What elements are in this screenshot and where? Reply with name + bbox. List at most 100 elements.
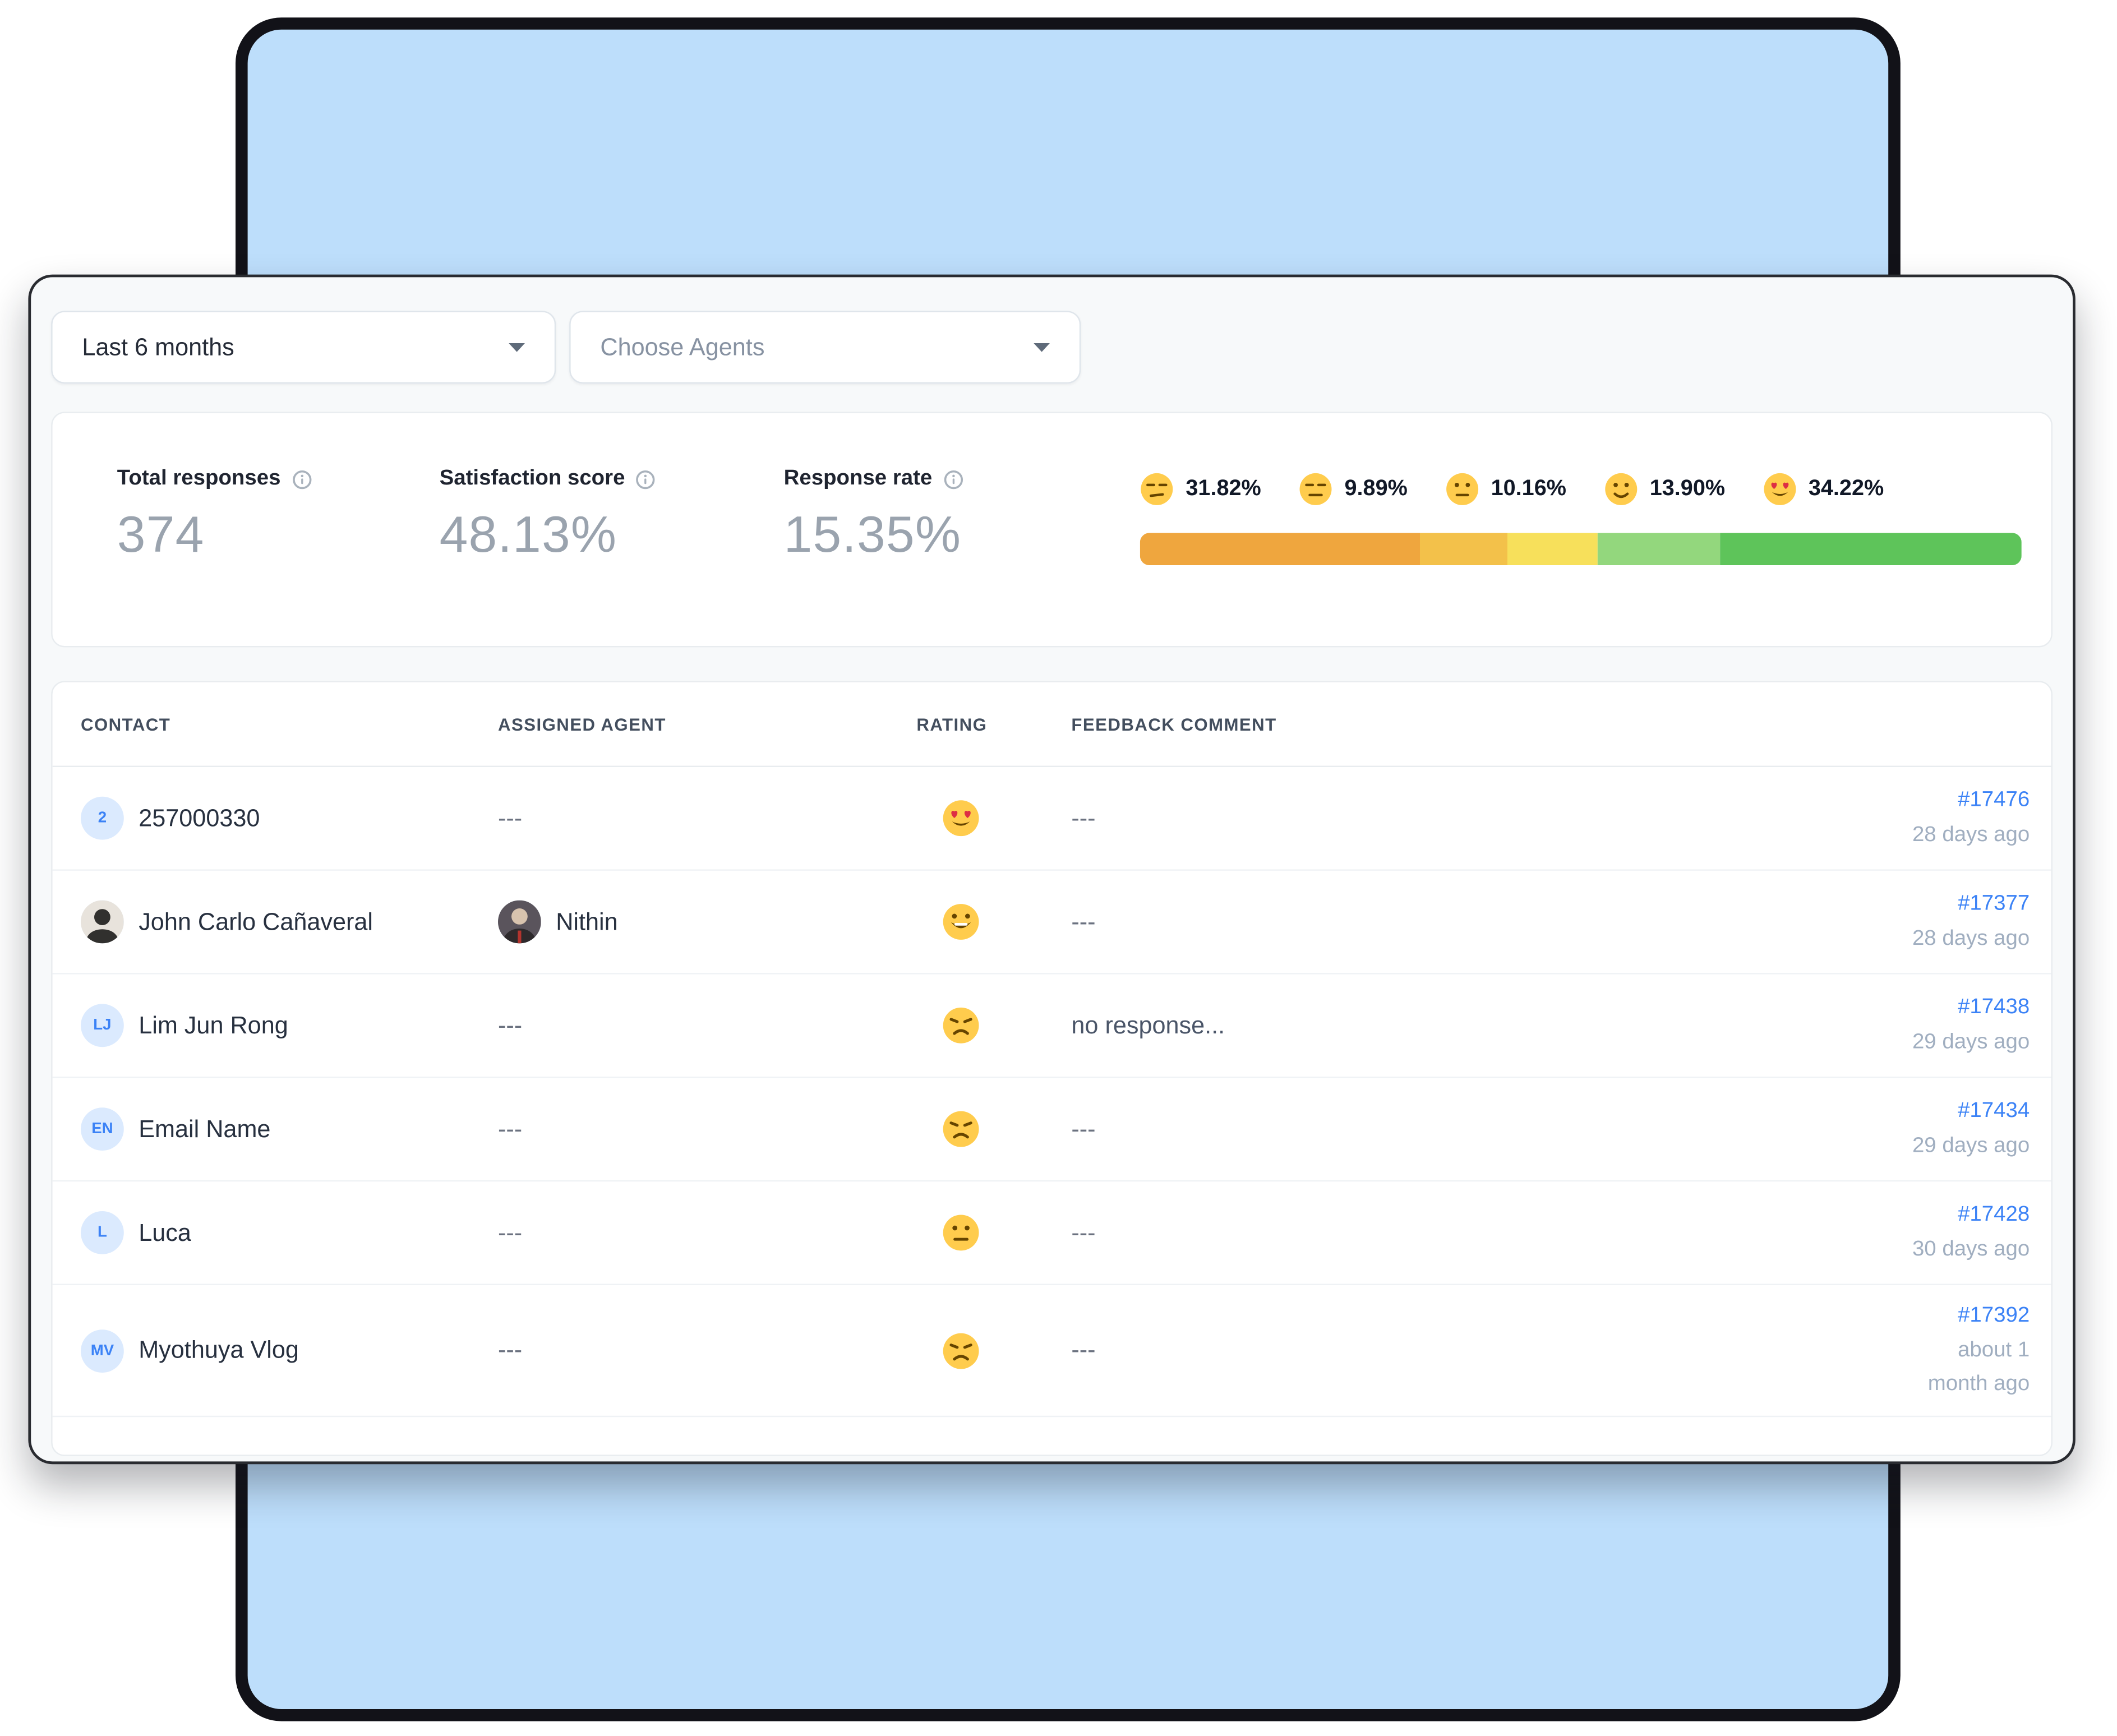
heart-eyes-emoji [942,800,980,837]
responses-table: CONTACT ASSIGNED AGENT RATING FEEDBACK C… [51,681,2053,1456]
assigned-agent: --- [498,1115,523,1142]
ticket-link[interactable]: #17428 [1958,1203,2030,1227]
header-feedback-comment: FEEDBACK COMMENT [1071,714,1277,735]
header-contact: CONTACT [81,714,171,735]
rating-bar-segment [1719,533,2022,566]
response-rate-label: Response rate [783,467,933,490]
info-icon[interactable] [292,469,312,489]
total-responses-value: 374 [117,507,205,564]
table-header-row: CONTACT ASSIGNED AGENT RATING FEEDBACK C… [52,682,2051,767]
rating-percent: 31.82% [1186,476,1261,501]
contact-avatar: MV [81,1329,124,1372]
table-row[interactable]: EN Email Name --- --- #17434 29 days ago [52,1078,2051,1182]
contact-avatar: EN [81,1107,124,1151]
contact-avatar: L [81,1211,124,1254]
csat-dashboard-panel: Last 6 months Choose Agents Total respon… [28,274,2076,1465]
table-row[interactable]: MV Myothuya Vlog --- --- #17392 about 1 … [52,1285,2051,1418]
neutral-emoji [942,1214,980,1252]
rating-percent: 10.16% [1491,476,1566,501]
feedback-comment: --- [1071,804,1096,831]
slight-smile-emoji [1604,472,1638,506]
header-assigned-agent: ASSIGNED AGENT [498,714,666,735]
chevron-down-icon [509,342,525,352]
satisfaction-score-label: Satisfaction score [439,467,625,490]
agent-photo-avatar [498,900,541,944]
satisfaction-score-value: 48.13% [439,507,617,564]
response-date: 28 days ago [1912,927,2030,950]
rating-distribution: 31.82% 9.89% 10.16% 13.90% [1140,467,2022,566]
legend-item: 13.90% [1604,472,1725,506]
stat-response-rate: Response rate 15.35% [784,467,963,565]
response-date: 29 days ago [1912,1134,2030,1157]
response-date: 28 days ago [1912,823,2030,847]
choose-agents-dropdown[interactable]: Choose Agents [569,311,1081,384]
feedback-comment: --- [1071,907,1096,935]
grin-emoji [942,903,980,940]
response-date: about 1 month ago [1927,1338,2030,1396]
assigned-agent: --- [498,1218,523,1246]
contact-avatar: LJ [81,1004,124,1047]
table-row[interactable]: 2 257000330 --- --- #17476 28 days ago [52,767,2051,871]
contact-name: 257000330 [139,804,260,831]
header-rating: RATING [916,714,988,735]
expressionless-emoji [1299,472,1332,506]
ticket-link[interactable]: #17438 [1958,996,2030,1019]
date-range-value: Last 6 months [82,333,234,360]
date-range-dropdown[interactable]: Last 6 months [51,311,556,384]
choose-agents-placeholder: Choose Agents [600,333,765,360]
contact-name: John Carlo Cañaveral [139,907,373,935]
rating-percent: 9.89% [1344,476,1408,501]
assigned-agent: --- [498,804,523,831]
rating-bar-segment [1140,533,1421,566]
rating-percent: 13.90% [1649,476,1726,501]
legend-item: 10.16% [1445,472,1566,506]
response-rate-value: 15.35% [783,507,962,564]
filters-row: Last 6 months Choose Agents [51,311,2053,384]
rating-distribution-bar [1140,533,2022,566]
contact-name: Luca [139,1218,191,1246]
ticket-link[interactable]: #17476 [1958,789,2030,812]
rating-percent: 34.22% [1808,476,1884,501]
rating-legend: 31.82% 9.89% 10.16% 13.90% [1140,472,2022,506]
response-date: 29 days ago [1912,1031,2030,1054]
feedback-comment: --- [1071,1115,1096,1142]
rating-bar-segment [1420,533,1508,566]
sad-emoji [942,1332,980,1369]
contact-name: Lim Jun Rong [139,1011,288,1038]
rating-bar-segment [1597,533,1720,566]
stat-satisfaction-score: Satisfaction score 48.13% [440,467,656,565]
neutral-emoji [1445,472,1479,506]
ticket-link[interactable]: #17434 [1958,1100,2030,1123]
legend-item: 9.89% [1299,472,1408,506]
contact-avatar: 2 [81,796,124,840]
unamused-emoji [1140,472,1174,506]
info-icon[interactable] [943,469,963,489]
table-row[interactable]: L Luca --- --- #17428 30 days ago [52,1181,2051,1285]
stat-total-responses: Total responses 374 [117,467,312,565]
contact-photo-avatar [81,900,124,944]
table-footer-spacer [53,1417,2051,1455]
assigned-agent: Nithin [556,907,618,935]
feedback-comment: no response... [1071,1011,1225,1038]
info-icon[interactable] [636,469,656,489]
legend-item: 31.82% [1140,472,1261,506]
legend-item: 34.22% [1763,472,1884,506]
table-row[interactable]: LJ Lim Jun Rong --- no response... #1743… [52,975,2051,1078]
heart-eyes-emoji [1763,472,1796,506]
ticket-link[interactable]: #17377 [1958,893,2030,916]
assigned-agent: --- [498,1011,523,1038]
contact-name: Email Name [139,1115,271,1142]
sad-emoji [942,1006,980,1044]
stats-summary-card: Total responses 374 Satisfaction score 4… [51,412,2053,648]
rating-bar-segment [1507,533,1598,566]
total-responses-label: Total responses [117,467,281,490]
ticket-link[interactable]: #17392 [1958,1304,2030,1327]
chevron-down-icon [1034,342,1050,352]
feedback-comment: --- [1071,1336,1096,1364]
feedback-comment: --- [1071,1218,1096,1246]
assigned-agent: --- [498,1336,523,1364]
response-date: 30 days ago [1912,1238,2030,1261]
table-row[interactable]: John Carlo Cañaveral Nithin --- #17377 2… [52,871,2051,975]
sad-emoji [942,1110,980,1148]
